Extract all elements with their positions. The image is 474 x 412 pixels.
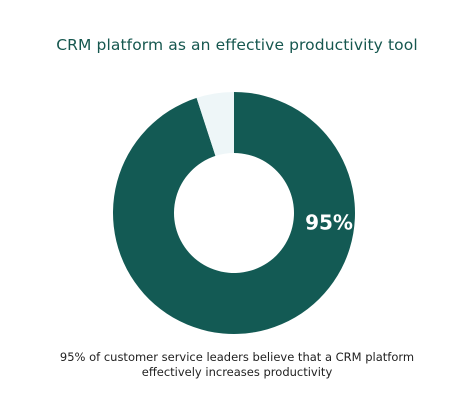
chart-title: CRM platform as an effective productivit…	[56, 36, 418, 54]
caption-line-2: effectively increases productivity	[141, 365, 333, 379]
chart-caption: 95% of customer service leaders believe …	[30, 350, 444, 380]
pie-slice-main	[112, 92, 356, 334]
caption-line-1: 95% of customer service leaders believe …	[59, 350, 415, 364]
data-label-main: 95%	[305, 211, 353, 235]
pie-slice-remaining	[196, 92, 234, 156]
